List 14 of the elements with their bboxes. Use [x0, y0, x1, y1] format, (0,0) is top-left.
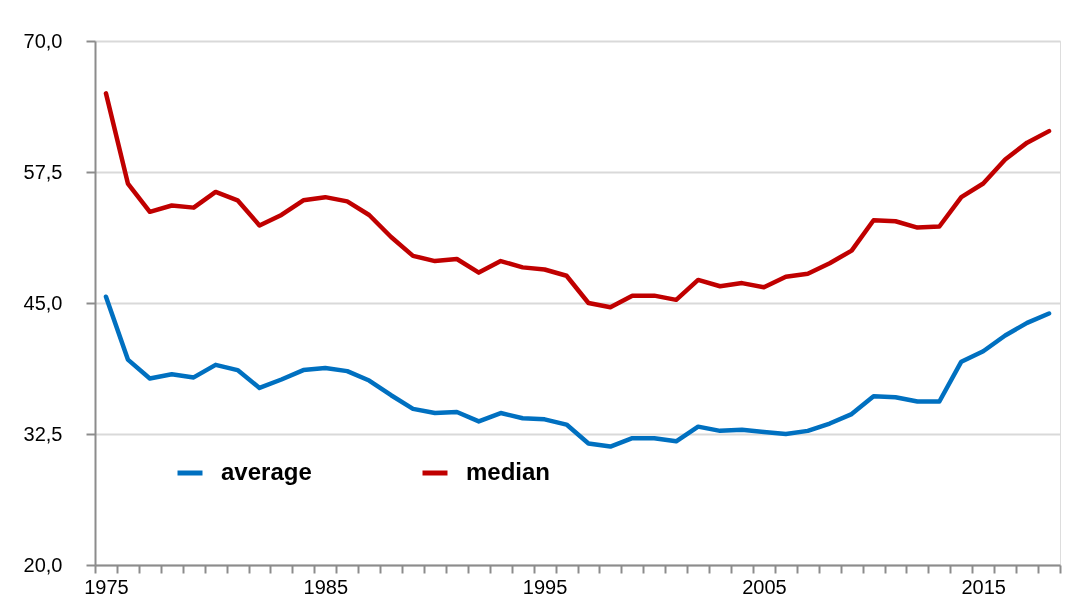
y-tick-label: 70,0: [23, 29, 63, 52]
y-tick-label: 45,0: [23, 291, 63, 314]
line-series: [103, 91, 1052, 310]
legend-label: median: [466, 458, 551, 485]
line-series: [103, 294, 1052, 449]
x-tick-label: 2015: [961, 575, 1006, 598]
y-tick-label: 20,0: [23, 553, 63, 576]
legend-label: average: [221, 458, 312, 485]
y-tick-label: 32,5: [23, 422, 63, 445]
y-tick-label: 57,5: [23, 160, 63, 183]
x-tick-label: 1985: [303, 575, 349, 598]
x-tick-label: 1975: [84, 575, 129, 598]
x-tick-label: 1995: [522, 575, 568, 598]
x-tick-label: 2005: [742, 575, 787, 598]
